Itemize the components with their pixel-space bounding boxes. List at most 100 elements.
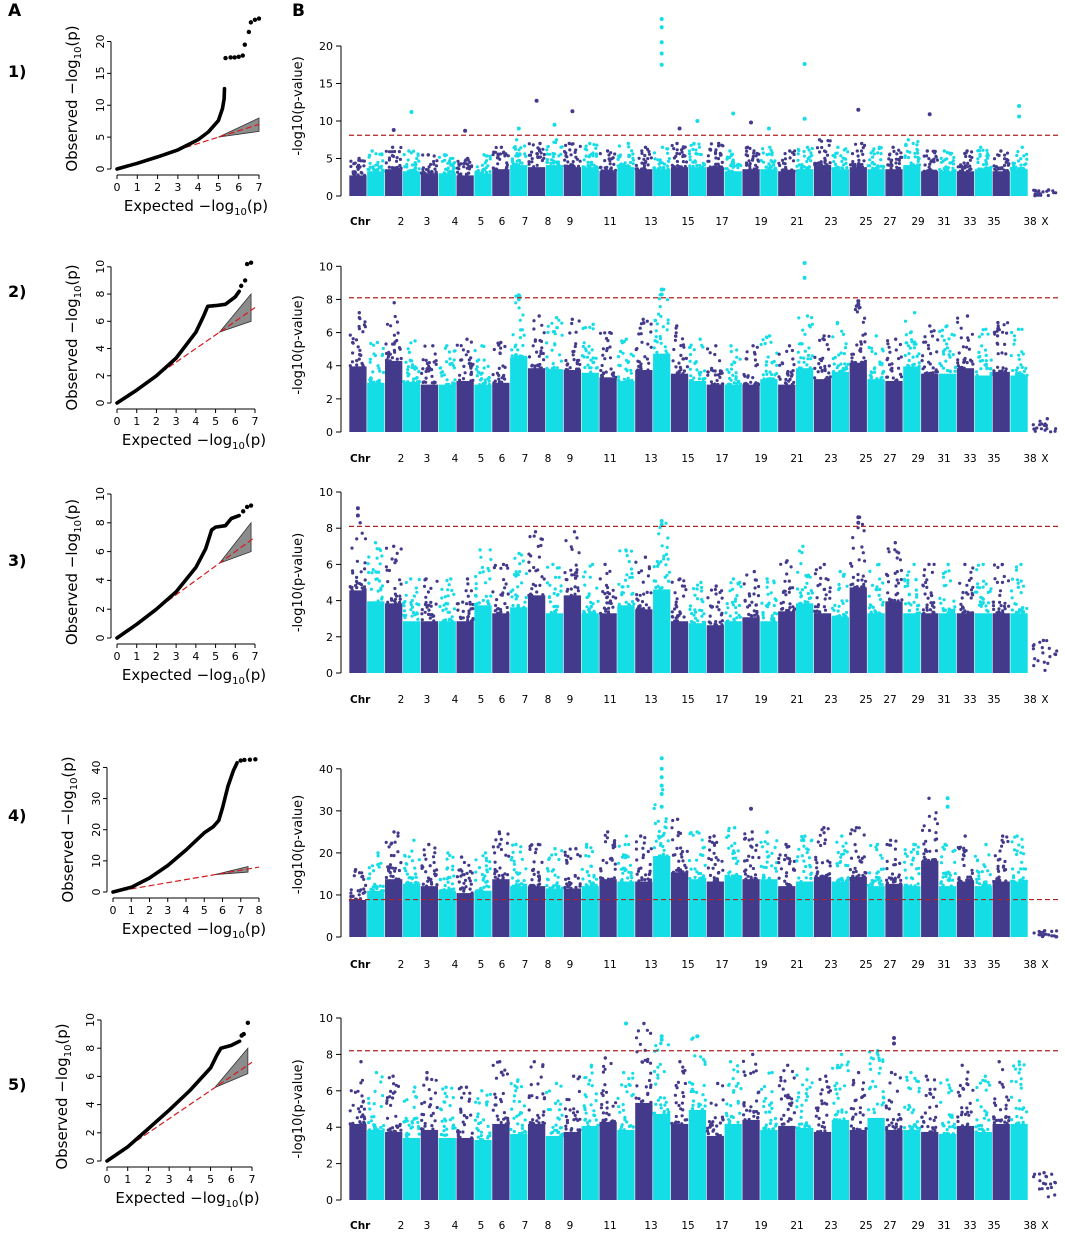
snp-point [609, 167, 613, 171]
snp-point [621, 351, 625, 355]
y-tick-label: 8 [84, 1045, 97, 1052]
chromosome-bulk [778, 171, 796, 196]
snp-point [375, 547, 379, 551]
snp-point [968, 879, 972, 884]
snp-point [755, 345, 759, 349]
snp-point [1005, 835, 1009, 839]
snp-point [514, 301, 518, 305]
snp-point [888, 350, 892, 354]
snp-point [1013, 338, 1017, 342]
snp-point [445, 866, 450, 870]
snp-point [587, 608, 591, 612]
snp-point [730, 844, 734, 848]
snp-point [511, 850, 515, 855]
snp-point [1014, 610, 1019, 614]
snp-point [997, 328, 1001, 332]
snp-point [853, 585, 857, 589]
snp-point [992, 164, 996, 168]
snp-point [362, 323, 366, 327]
snp-point [1024, 366, 1028, 370]
snp-point [470, 871, 474, 875]
snp-point [860, 162, 864, 167]
snp-point [469, 882, 473, 886]
snp-point [373, 541, 378, 545]
snp-point [773, 866, 778, 870]
snp-point [420, 618, 424, 622]
snp-point [860, 522, 865, 527]
snp-point [534, 98, 539, 103]
snp-point [677, 126, 682, 131]
snp-point [387, 156, 392, 160]
snp-point [413, 1116, 417, 1121]
snp-point [594, 366, 599, 370]
snp-point [922, 365, 927, 369]
snp-point [735, 381, 739, 385]
snp-point [860, 545, 864, 549]
snp-point [434, 1078, 438, 1082]
snp-point [670, 610, 674, 614]
y-tick-label: 0 [326, 426, 333, 439]
snp-point [368, 379, 372, 384]
snp-point [996, 864, 1000, 868]
snp-point [735, 616, 739, 620]
snp-point [496, 152, 500, 156]
snp-point [403, 165, 407, 169]
snp-point [720, 165, 724, 169]
snp-point [877, 593, 881, 597]
snp-point [828, 596, 832, 600]
snp-point [848, 868, 853, 872]
snp-point [904, 602, 908, 606]
chromosome-bulk [867, 886, 885, 937]
snp-point [482, 358, 486, 362]
snp-point [911, 877, 915, 881]
snp-point [684, 160, 689, 164]
snp-point [425, 884, 429, 888]
chromosome-label: 23 [824, 959, 837, 971]
snp-point [466, 618, 470, 622]
snp-point [856, 855, 861, 859]
snp-point [835, 320, 840, 325]
snp-point [911, 856, 916, 860]
snp-point [905, 149, 910, 153]
snp-point [647, 361, 651, 365]
chromosome-bulk [831, 371, 850, 432]
snp-point [893, 847, 898, 851]
snp-point [553, 587, 557, 591]
snp-point [502, 1111, 506, 1115]
snp-point [810, 146, 814, 151]
snp-point [873, 370, 877, 374]
snp-point [675, 324, 679, 328]
snp-point [731, 111, 736, 116]
snp-point [912, 842, 916, 847]
snp-point [666, 151, 670, 155]
snp-point [734, 597, 738, 601]
snp-point [675, 141, 679, 146]
x-tick-label: 6 [219, 904, 226, 917]
snp-point [801, 544, 805, 548]
snp-point [426, 879, 430, 883]
snp-point [827, 371, 831, 375]
snp-point [528, 569, 532, 573]
snp-point [842, 352, 846, 356]
snp-point [1003, 369, 1008, 373]
snp-point [535, 163, 539, 167]
chromosome-label: Chr [350, 453, 371, 465]
snp-point [903, 848, 907, 852]
snp-point [422, 848, 426, 852]
snp-point [891, 145, 895, 149]
snp-point [638, 593, 642, 597]
snp-point [473, 593, 478, 598]
snp-point [770, 160, 774, 164]
chromosome-bulk [581, 167, 599, 196]
snp-point [515, 879, 519, 883]
snp-point [768, 145, 772, 149]
snp-point [839, 362, 843, 366]
snp-point [822, 334, 826, 338]
snp-point [745, 350, 749, 354]
snp-point [392, 854, 396, 858]
snp-point [808, 865, 813, 869]
y-axis-title: -log10(p-value) [291, 795, 306, 894]
snp-point [369, 377, 373, 381]
snp-point [720, 623, 724, 627]
snp-point [753, 876, 757, 880]
